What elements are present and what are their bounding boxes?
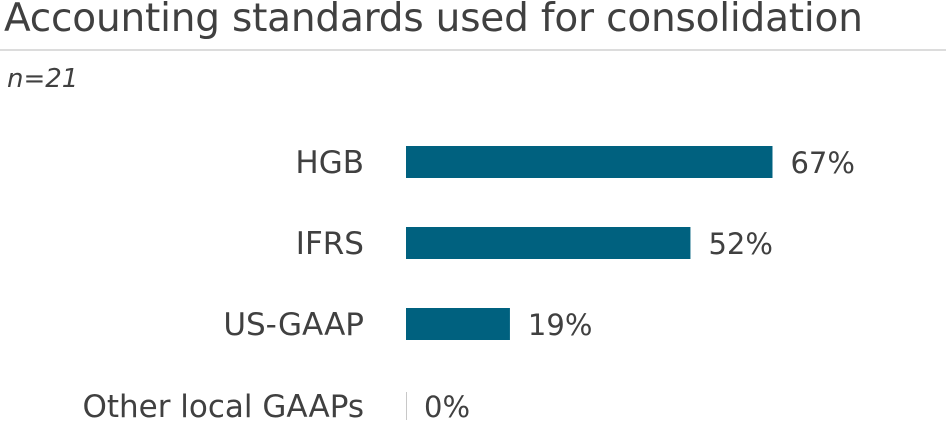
category-label-other-local-gaaps: Other local GAAPs — [82, 389, 364, 425]
bar-hgb — [406, 146, 773, 178]
chart-title: Accounting standards used for consolidat… — [4, 0, 863, 41]
value-label-other-local-gaaps: 0% — [424, 390, 470, 424]
bar-ifrs — [406, 227, 691, 259]
bar-us-gaap — [406, 308, 510, 340]
value-label-ifrs: 52% — [708, 227, 772, 261]
value-label-hgb: 67% — [790, 146, 854, 180]
value-label-us-gaap: 19% — [528, 308, 592, 342]
sample-size-note: n=21 — [7, 64, 79, 94]
category-label-hgb: HGB — [295, 145, 364, 181]
category-label-ifrs: IFRS — [296, 226, 364, 262]
category-label-us-gaap: US-GAAP — [223, 307, 364, 343]
title-divider — [0, 49, 946, 51]
